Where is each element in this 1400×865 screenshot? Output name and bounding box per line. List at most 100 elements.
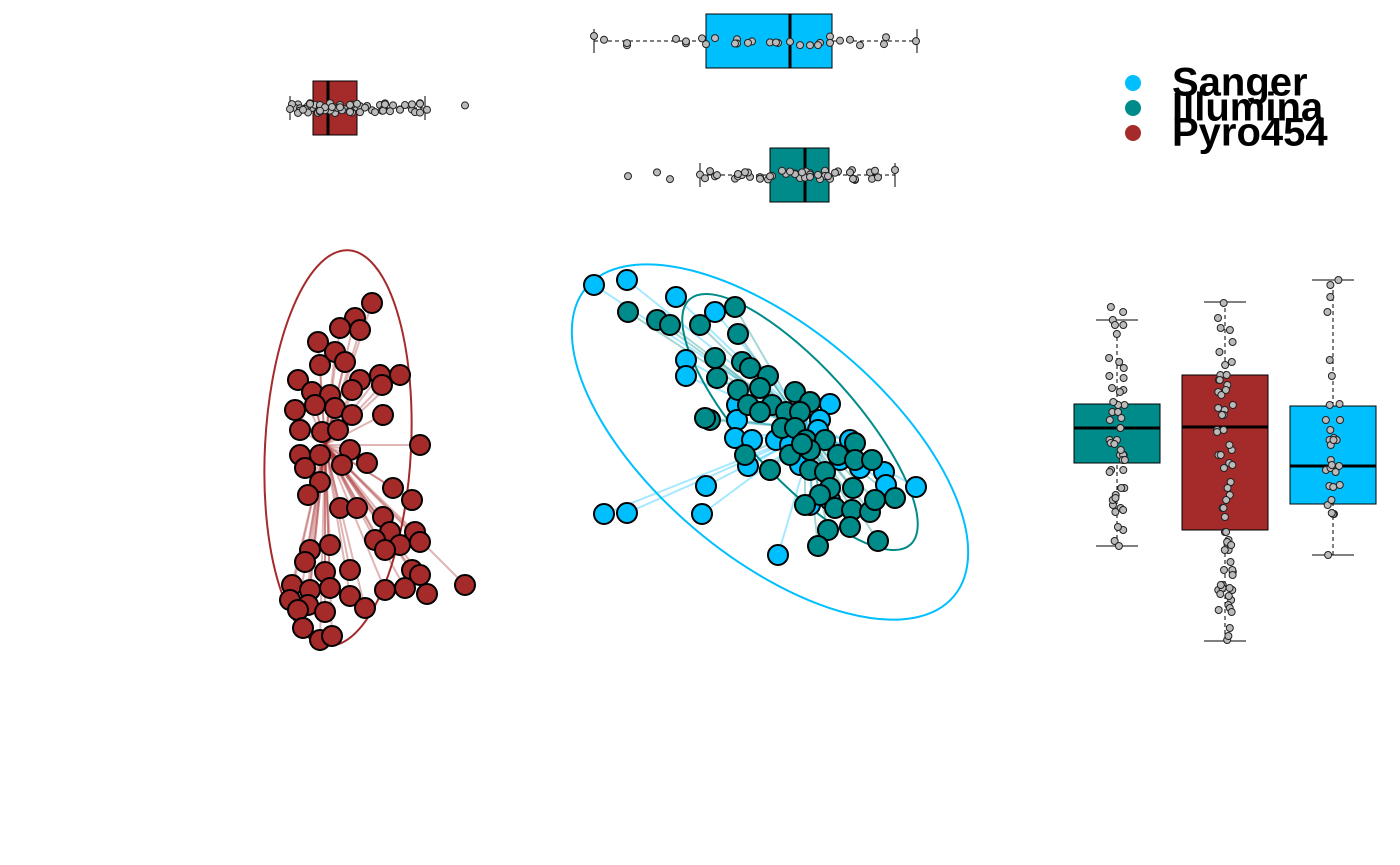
jitter-point [1106, 303, 1115, 311]
point [749, 377, 771, 399]
jitter-point [1110, 321, 1119, 329]
point [284, 399, 306, 421]
jitter-point [1335, 400, 1344, 408]
point [617, 301, 639, 323]
jitter-point [698, 34, 706, 43]
legend-label: Pyro454 [1172, 111, 1328, 155]
jitter-point [826, 38, 834, 47]
point [616, 269, 638, 291]
point [349, 319, 371, 341]
point [727, 323, 749, 345]
jitter-point [1228, 338, 1237, 346]
jitter-point [346, 107, 354, 116]
jitter-point [1219, 426, 1228, 434]
jitter-point [1221, 386, 1230, 394]
jitter-point [1323, 308, 1332, 316]
ellipse [681, 292, 919, 552]
jitter-point [1222, 371, 1231, 379]
jitter-point [1331, 468, 1340, 476]
jitter-point [1327, 496, 1336, 504]
point [314, 601, 336, 623]
jitter-point [1220, 566, 1229, 574]
jitter-point [1113, 523, 1122, 531]
jitter-point [386, 107, 394, 116]
jitter-point [1227, 608, 1236, 616]
jitter-point [623, 39, 631, 48]
jitter-point [316, 106, 324, 115]
jitter-point [1228, 401, 1237, 409]
jitter-point [624, 172, 632, 181]
jitter-point [408, 100, 416, 109]
jitter-point [346, 100, 354, 109]
jitter-point [836, 36, 844, 45]
jitter-point [328, 102, 336, 111]
jitter-point [786, 37, 794, 46]
jitter-point [1327, 509, 1336, 517]
jitter-point [1105, 416, 1114, 424]
point [287, 369, 309, 391]
jitter-point [806, 172, 814, 181]
jitter-point [1326, 281, 1335, 289]
jitter-point [1224, 592, 1233, 600]
jitter-point [1329, 483, 1338, 491]
jitter-point [1335, 481, 1344, 489]
jitter-point [856, 41, 864, 50]
legend-marker [1125, 125, 1141, 141]
point [861, 449, 883, 471]
jitter-point [1213, 428, 1222, 436]
jitter-point [706, 167, 714, 176]
jitter-point [741, 168, 749, 177]
point [339, 585, 361, 607]
jitter-point [1115, 358, 1124, 366]
point [289, 419, 311, 441]
jitter-point [882, 33, 890, 42]
legend-marker [1125, 75, 1141, 91]
jitter-point [912, 37, 920, 46]
jitter-point [806, 41, 814, 50]
jitter-point [1119, 466, 1128, 474]
jitter-point [600, 35, 608, 44]
jitter-point [416, 99, 424, 108]
jitter-point [1114, 542, 1123, 550]
point [346, 497, 368, 519]
jitter-point [701, 174, 709, 183]
jitter-point [672, 34, 680, 43]
point [297, 484, 319, 506]
point [704, 301, 726, 323]
jitter-point [874, 173, 882, 182]
jitter-point [1325, 401, 1334, 409]
point [734, 444, 756, 466]
point [309, 354, 331, 376]
jitter-point [1120, 401, 1129, 409]
jitter-point [1220, 546, 1229, 554]
point [329, 317, 351, 339]
point [759, 459, 781, 481]
jitter-point [831, 168, 839, 177]
jitter-point [1329, 436, 1338, 444]
point [659, 314, 681, 336]
point [905, 476, 927, 498]
jitter-point [1213, 314, 1222, 322]
jitter-point [1222, 496, 1231, 504]
jitter-point [1117, 414, 1126, 422]
point [401, 489, 423, 511]
jitter-point [1110, 440, 1119, 448]
point [356, 452, 378, 474]
jitter-point [734, 169, 742, 178]
point [382, 477, 404, 499]
point [389, 364, 411, 386]
point [331, 454, 353, 476]
jitter-point [1217, 391, 1226, 399]
jitter-point [772, 38, 780, 47]
point [341, 379, 363, 401]
jitter-point [1326, 293, 1335, 301]
jitter-point [766, 172, 774, 181]
jitter-point [1114, 408, 1123, 416]
jitter-point [713, 171, 721, 180]
jitter-point [299, 105, 307, 114]
point [361, 292, 383, 314]
point [409, 564, 431, 586]
jitter-point [1119, 308, 1128, 316]
jitter-point [846, 168, 854, 177]
jitter-point [786, 167, 794, 176]
